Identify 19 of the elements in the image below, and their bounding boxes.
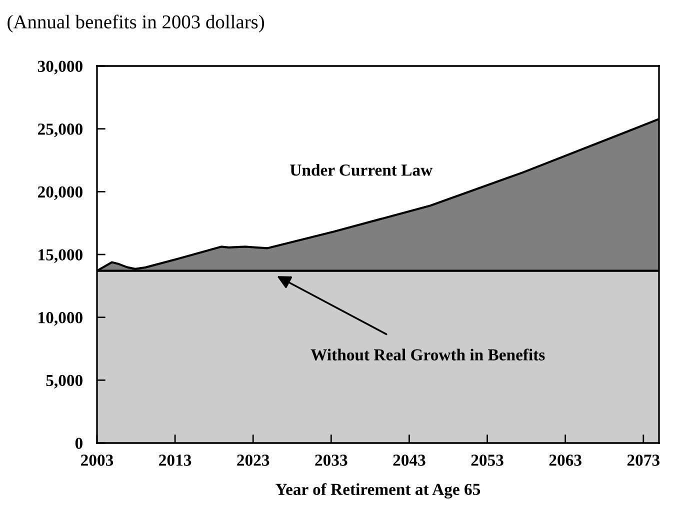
x-tick-label: 2003 <box>81 454 114 466</box>
x-axis-title: Year of Retirement at Age 65 <box>276 483 480 499</box>
x-tick-label: 2073 <box>627 454 660 466</box>
chart-subtitle: (Annual benefits in 2003 dollars) <box>8 14 264 32</box>
y-tick-label: 0 <box>75 438 82 449</box>
x-tick-label: 2023 <box>237 454 270 466</box>
y-tick-label: 20,000 <box>38 186 82 200</box>
y-tick-label: 25,000 <box>38 124 82 138</box>
y-tick-label: 5,000 <box>46 374 82 389</box>
x-tick-label: 2053 <box>471 454 504 466</box>
y-tick-label: 30,000 <box>38 60 82 74</box>
x-tick-label: 2013 <box>159 454 192 466</box>
x-tick-label: 2043 <box>393 454 426 466</box>
x-tick-label: 2063 <box>549 454 582 466</box>
y-tick-label: 10,000 <box>38 312 82 326</box>
series-label: Without Real Growth in Benefits <box>310 348 545 361</box>
series-label: Under Current Law <box>290 164 433 176</box>
x-tick-label: 2033 <box>315 454 348 466</box>
y-tick-label: 15,000 <box>38 249 82 263</box>
